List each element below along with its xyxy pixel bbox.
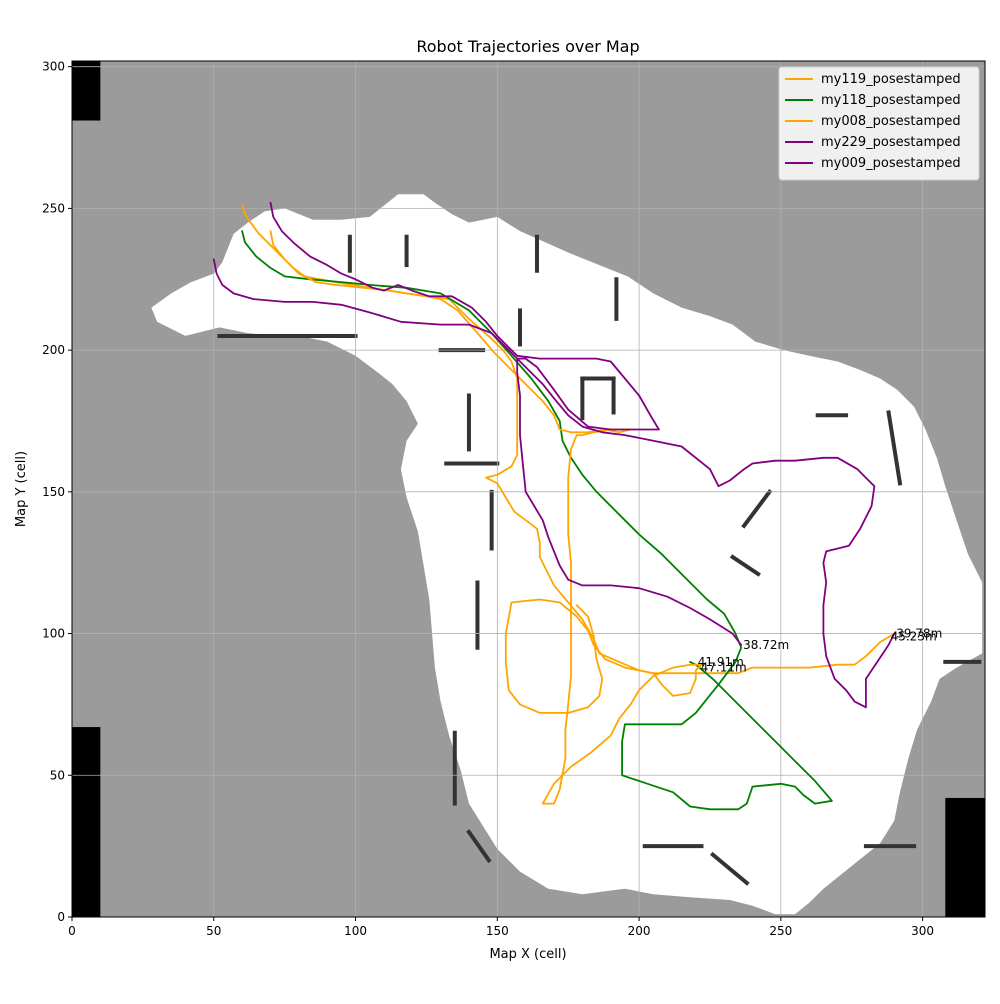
obstacle-wall [741,489,773,529]
series-line-my008_posestamped [269,230,703,805]
legend-label: my009_posestamped [821,156,961,171]
plot-frame [71,60,986,918]
series-line-my229_posestamped [269,201,743,646]
x-tick-label: 200 [628,924,651,938]
y-tick-label: 50 [50,768,65,782]
y-tick-label: 100 [42,627,65,641]
x-tick-label: 300 [911,924,934,938]
legend-label: my229_posestamped [821,135,961,150]
obstacle-wall [466,829,492,864]
distance-label: 47.11m [701,661,747,675]
axis-ticks: 0 50 100 150 200 250 300 0 50 100 150 200 250 300 [42,60,934,938]
x-tick-label: 50 [206,924,221,938]
obstacle-wall [886,410,903,486]
distance-label: 39.78m [896,627,942,641]
series-line-my118_posestamped [241,230,833,811]
y-axis-label: Map Y (cell) [14,451,29,527]
x-axis-label: Map X (cell) [489,947,566,962]
x-tick-label: 100 [344,924,367,938]
y-tick-label: 200 [42,343,65,357]
legend-label: my119_posestamped [821,72,961,87]
x-tick-label: 150 [486,924,509,938]
border-block [72,727,101,917]
y-tick-label: 0 [57,910,65,924]
y-tick-label: 300 [42,60,65,74]
trajectory-series [212,201,896,811]
series-line-my009_posestamped [212,258,896,709]
chart-title: Robot Trajectories over Map [416,37,639,56]
occupancy-map [72,61,985,917]
obstacle-wall [729,554,761,577]
legend-label: my008_posestamped [821,114,961,129]
legend-box [778,66,980,181]
border-block [72,61,101,121]
free-space [151,194,983,915]
legend-label: my118_posestamped [821,93,961,108]
border-block [945,797,985,917]
x-tick-label: 250 [769,924,792,938]
y-tick-label: 150 [42,485,65,499]
distance-label: 38.72m [743,638,789,652]
obstacle-wall [709,851,750,886]
distance-label: 45.23m [891,629,937,643]
legend: my119_posestamped my118_posestamped my008_… [778,66,980,181]
y-tick-label: 250 [42,201,65,215]
distance-label: 41.91m [698,655,744,669]
x-tick-label: 0 [68,924,76,938]
